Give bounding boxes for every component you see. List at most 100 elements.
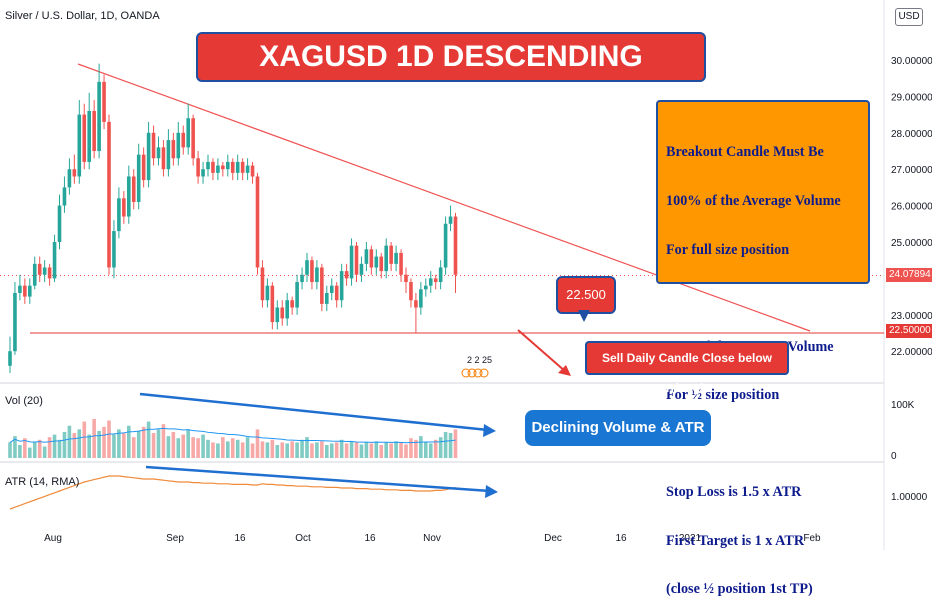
candle-body xyxy=(320,267,324,304)
candle-body xyxy=(186,118,190,148)
volume-bar xyxy=(250,443,255,458)
candle-body xyxy=(57,205,62,242)
volume-bar xyxy=(374,441,379,458)
candle-body xyxy=(77,114,82,177)
volume-bar xyxy=(146,421,151,458)
candle-body xyxy=(369,249,374,268)
candle-body xyxy=(141,154,146,181)
candle-body xyxy=(295,282,299,308)
volume-trend-arrow-head xyxy=(483,424,496,437)
candle-body xyxy=(280,307,285,319)
volume-bar xyxy=(77,429,82,458)
candle-body xyxy=(107,121,111,268)
volume-bar xyxy=(186,429,190,458)
x-tick-label: Sep xyxy=(166,533,184,544)
candle-body xyxy=(438,267,443,283)
volume-bar xyxy=(255,429,260,458)
volume-bar xyxy=(97,430,101,458)
candle-body xyxy=(191,118,195,159)
volume-bar xyxy=(32,442,37,458)
candle-body xyxy=(329,285,334,293)
volume-bar xyxy=(270,439,275,458)
x-tick-label: 2021 xyxy=(679,533,702,544)
candle-body xyxy=(211,161,215,173)
candle-body xyxy=(181,132,186,148)
x-tick-label: Oct xyxy=(295,533,311,544)
candle-body xyxy=(250,165,255,177)
candle-body xyxy=(47,267,52,279)
volume-bar xyxy=(67,425,72,458)
callout-pointer xyxy=(578,310,590,322)
candle-body xyxy=(32,263,37,286)
candle-body xyxy=(226,161,230,170)
candle-body xyxy=(443,223,448,268)
volume-bar xyxy=(87,434,91,458)
sell-signal-label: Sell Daily Candle Close below Triangle xyxy=(585,341,789,395)
volume-bar xyxy=(379,445,384,458)
volume-bar xyxy=(37,439,42,458)
candle-body xyxy=(290,300,294,308)
candle-body xyxy=(122,198,126,217)
candle-body xyxy=(23,285,27,297)
candle-body xyxy=(42,267,47,275)
candle-body xyxy=(354,245,359,275)
volume-bar xyxy=(62,432,67,458)
volume-bar xyxy=(280,442,285,458)
volume-bar xyxy=(310,443,314,458)
y-tick-label: 23.00000 xyxy=(891,311,932,322)
candle-body xyxy=(156,147,161,159)
candle-body xyxy=(117,198,121,232)
volume-pane-label: Vol (20) xyxy=(5,395,43,407)
volume-bar xyxy=(438,437,443,458)
event-icon xyxy=(467,368,477,378)
volume-bar xyxy=(443,432,448,458)
candle-body xyxy=(146,132,151,181)
y-tick-label: 27.00000 xyxy=(891,165,932,176)
volume-bar xyxy=(448,433,453,458)
events-marker[interactable]: 2 2 25 xyxy=(467,355,493,365)
candle-body xyxy=(131,176,136,202)
volume-bar xyxy=(166,436,171,458)
candle-body xyxy=(285,300,289,319)
x-tick-label: Nov xyxy=(423,533,441,544)
volume-bar xyxy=(394,441,398,458)
volume-bar xyxy=(112,434,116,458)
volume-bar xyxy=(216,443,220,458)
volume-bar xyxy=(102,426,106,458)
candle-body xyxy=(151,132,156,159)
volume-bar xyxy=(136,430,141,458)
event-icon xyxy=(473,368,483,378)
volume-bar xyxy=(290,441,294,458)
volume-bar xyxy=(226,441,230,458)
candle-body xyxy=(394,252,398,264)
volume-bar xyxy=(122,433,126,458)
volume-bar xyxy=(201,434,205,458)
volume-bar xyxy=(117,429,121,458)
candle-body xyxy=(245,165,250,173)
candle-body xyxy=(127,176,131,217)
volume-bar xyxy=(453,429,458,458)
note-line: (close ½ position 1st TP) xyxy=(666,581,813,598)
event-icon xyxy=(479,368,489,378)
candle-body xyxy=(260,267,265,301)
volume-bar xyxy=(300,439,304,458)
candle-body xyxy=(344,271,349,279)
volume-bar xyxy=(23,438,27,458)
note-line: First Target is 1 x ATR xyxy=(666,532,805,549)
candle-body xyxy=(379,256,384,272)
volume-bar xyxy=(57,439,62,458)
volume-bar xyxy=(344,443,349,458)
volume-tick-label: 0 xyxy=(891,451,897,462)
volume-trend-arrow xyxy=(139,392,489,432)
candle-body xyxy=(206,161,210,170)
candle-body xyxy=(8,351,12,366)
atr-trend-arrow-head xyxy=(485,485,498,498)
note-line: Breakout Candle Must Be xyxy=(666,144,824,161)
candle-body xyxy=(37,263,42,275)
currency-badge[interactable]: USD xyxy=(895,8,923,26)
candle-body xyxy=(62,187,67,206)
volume-bar xyxy=(52,434,57,458)
candle-body xyxy=(221,165,225,170)
atr-line xyxy=(9,475,456,510)
y-tick-label: 26.00000 xyxy=(891,202,932,213)
